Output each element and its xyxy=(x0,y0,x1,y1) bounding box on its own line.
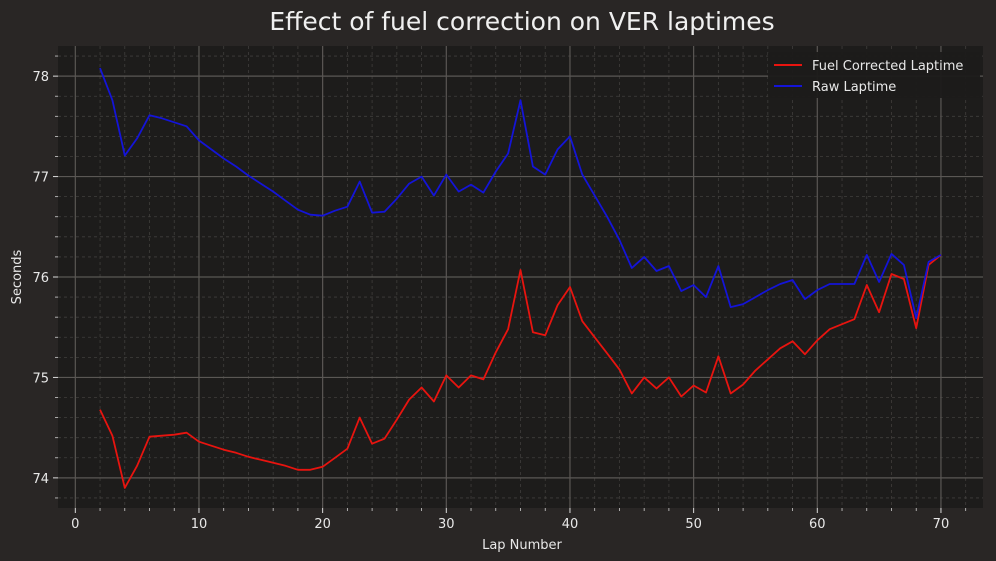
series-line-1 xyxy=(99,67,942,320)
x-axis-label: Lap Number xyxy=(482,538,562,553)
legend-label-raw: Raw Laptime xyxy=(812,80,896,95)
major-gridlines xyxy=(58,46,983,508)
y-tick-label: 74 xyxy=(32,472,49,487)
y-tick-label: 76 xyxy=(32,271,49,286)
x-tick-label: 30 xyxy=(438,517,455,532)
x-tick-label: 50 xyxy=(685,517,702,532)
y-axis-ticks: 74 75 76 77 78 xyxy=(32,55,58,499)
legend-box xyxy=(768,52,980,98)
legend: Fuel Corrected Laptime Raw Laptime xyxy=(768,52,980,98)
series-layer xyxy=(99,67,942,489)
y-tick-label: 78 xyxy=(32,70,49,85)
x-tick-label: 60 xyxy=(809,517,826,532)
y-axis-label: Seconds xyxy=(10,249,25,304)
x-tick-label: 40 xyxy=(562,517,579,532)
series-line-0 xyxy=(99,254,942,489)
y-tick-label: 77 xyxy=(32,171,49,186)
x-tick-label: 10 xyxy=(191,517,208,532)
y-tick-label: 75 xyxy=(32,371,49,386)
x-tick-label: 20 xyxy=(314,517,331,532)
legend-label-fuel-corrected: Fuel Corrected Laptime xyxy=(812,59,963,74)
x-tick-label: 0 xyxy=(71,517,79,532)
x-tick-label: 70 xyxy=(933,517,950,532)
chart-title: Effect of fuel correction on VER laptime… xyxy=(269,7,774,36)
x-axis-ticks: 0 10 20 30 40 50 60 70 xyxy=(71,508,967,532)
